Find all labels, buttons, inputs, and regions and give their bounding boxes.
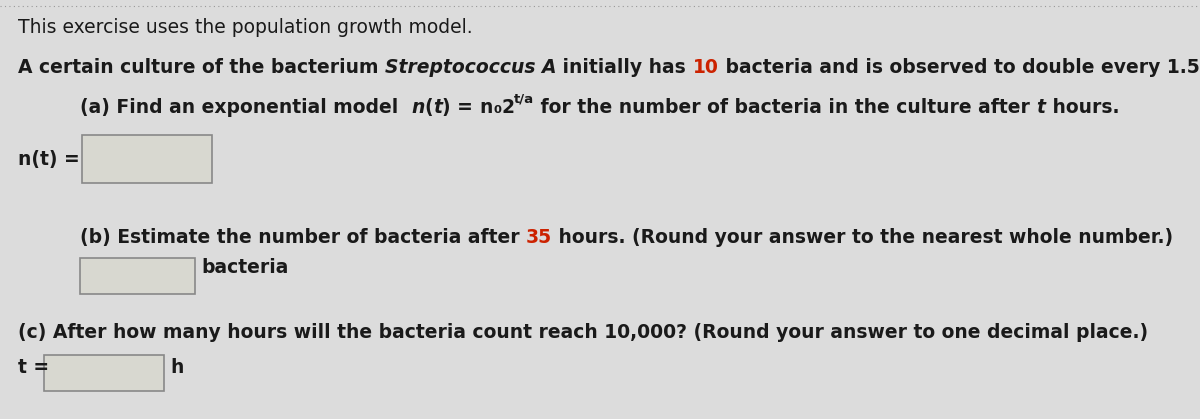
- Text: 10: 10: [692, 58, 719, 77]
- Text: t: t: [1037, 98, 1045, 117]
- Text: bacteria and is observed to double every 1.5 hours.: bacteria and is observed to double every…: [719, 58, 1200, 77]
- Text: (c) After how many hours will the bacteria count reach 10,000? (Round your answe: (c) After how many hours will the bacter…: [18, 323, 1148, 342]
- Text: A certain culture of the bacterium: A certain culture of the bacterium: [18, 58, 385, 77]
- Text: (b) Estimate the number of bacteria after: (b) Estimate the number of bacteria afte…: [80, 228, 526, 247]
- Text: t =: t =: [18, 358, 49, 377]
- Text: n: n: [412, 98, 425, 117]
- Text: hours. (Round your answer to the nearest whole number.): hours. (Round your answer to the nearest…: [552, 228, 1174, 247]
- Text: ) =: ) =: [443, 98, 480, 117]
- Text: Streptococcus A: Streptococcus A: [385, 58, 557, 77]
- Text: (a) Find an exponential model: (a) Find an exponential model: [80, 98, 412, 117]
- Text: initially has: initially has: [557, 58, 692, 77]
- Text: ₀: ₀: [493, 98, 502, 117]
- Text: bacteria: bacteria: [202, 258, 288, 277]
- Text: 35: 35: [526, 228, 552, 247]
- Text: t/a: t/a: [514, 93, 534, 106]
- Text: for the number of bacteria in the culture after: for the number of bacteria in the cultur…: [534, 98, 1037, 117]
- Text: 2: 2: [502, 98, 514, 117]
- Text: n: n: [480, 98, 493, 117]
- Text: This exercise uses the population growth model.: This exercise uses the population growth…: [18, 18, 473, 37]
- Text: h: h: [170, 358, 184, 377]
- Text: hours.: hours.: [1045, 98, 1120, 117]
- Text: t: t: [433, 98, 443, 117]
- Text: (: (: [425, 98, 433, 117]
- Text: n(t) =: n(t) =: [18, 150, 79, 169]
